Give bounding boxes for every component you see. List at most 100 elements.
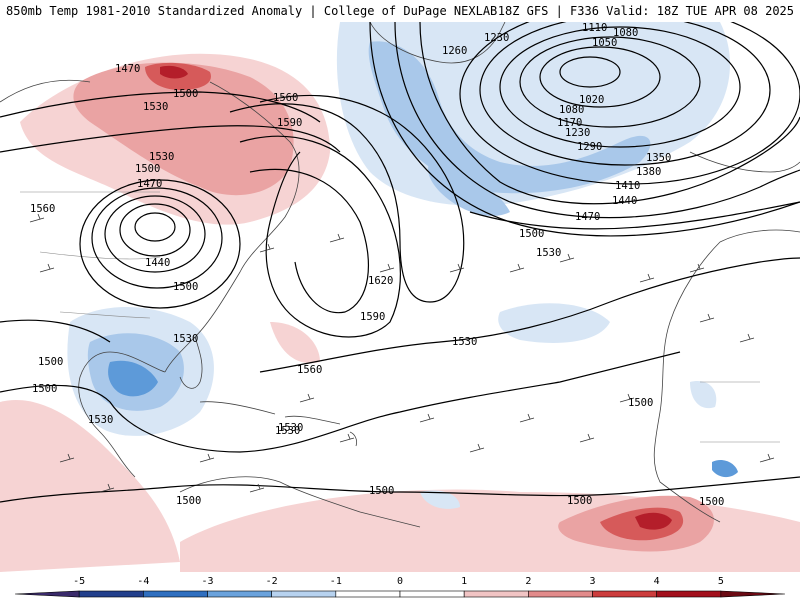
contour-label: 1560 (297, 364, 322, 376)
wind-barb (519, 413, 535, 423)
colorbar-segment (271, 590, 337, 598)
wind-barb (639, 273, 655, 283)
wind-barb (299, 393, 315, 403)
country-borders (20, 191, 780, 443)
contour-label: 1500 (628, 397, 653, 409)
contour-label: 1230 (484, 32, 509, 44)
coastlines (0, 22, 800, 528)
contour-label: 1620 (368, 275, 393, 287)
cold-anomaly-region (368, 41, 651, 194)
wind-barb (259, 243, 275, 253)
contour-label: 1530 (536, 247, 561, 259)
colorbar-segments (14, 590, 786, 598)
warm-anomaly-region (0, 400, 180, 572)
contour-label: 1500 (369, 485, 394, 497)
colorbar-segment (656, 590, 722, 598)
contour-line (539, 46, 661, 108)
colorbar-tick-label: 5 (718, 576, 724, 587)
wind-barb (559, 253, 575, 263)
anomaly-shading (0, 22, 800, 572)
contour-line (559, 56, 621, 88)
contour-label: 1110 (582, 22, 607, 34)
height-contours (0, 22, 800, 503)
colorbar-ticks: -5 -4 -3 -2 -1 0 1 2 3 4 5 (73, 576, 724, 587)
map-title: 850mb Temp 1981-2010 Standardized Anomal… (6, 4, 498, 18)
map-header: 850mb Temp 1981-2010 Standardized Anomal… (0, 0, 800, 22)
contour-label: 1410 (615, 180, 640, 192)
contour-label: 1500 (519, 228, 544, 240)
colorbar-tick-label: 1 (461, 576, 467, 587)
run-info: 18Z GFS | F336 Valid: 18Z TUE APR 08 202… (497, 4, 794, 18)
cold-anomaly-region (712, 460, 738, 478)
contour-label: 1530 (149, 151, 174, 163)
contour-label: 1530 (143, 101, 168, 113)
wind-barb (699, 313, 715, 323)
wind-barb (59, 453, 75, 463)
wind-barb (509, 263, 525, 273)
contour-label: 1560 (273, 92, 298, 104)
contour-label: 1500 (173, 88, 198, 100)
contour-label: 1020 (579, 94, 604, 106)
contour-label: 1260 (442, 45, 467, 57)
contour-label: 1590 (360, 311, 385, 323)
contour-label: 1500 (135, 163, 160, 175)
contour-label: 1530 (173, 333, 198, 345)
colorbar-tick-label: -2 (266, 576, 278, 587)
colorbar-tick-label: 3 (589, 576, 595, 587)
contour-label: 1290 (577, 141, 602, 153)
greenland-coastline (369, 22, 506, 64)
contour-label: 1530 (88, 414, 113, 426)
africa-coastline (653, 229, 800, 523)
contour-label: 1530 (275, 425, 300, 437)
florida-coastline (179, 336, 203, 389)
contour-line (419, 22, 800, 205)
contour-line (519, 36, 701, 128)
contour-line (0, 351, 681, 453)
wind-barb (249, 483, 265, 493)
contour-label: 1500 (699, 496, 724, 508)
colorbar-segment (592, 590, 657, 598)
contour-label: 1500 (32, 383, 57, 395)
wind-barb (449, 263, 465, 273)
contour-label: 1560 (30, 203, 55, 215)
contour-label: 1530 (278, 422, 303, 434)
wind-barb (199, 453, 215, 463)
cold-anomaly-region (108, 360, 158, 397)
warm-anomaly-region (270, 322, 320, 364)
colorbar-tick-label: 0 (397, 576, 403, 587)
cold-anomaly-region (420, 490, 460, 509)
contour-line (0, 476, 800, 503)
colorbar-segment (720, 590, 786, 598)
wind-barb (339, 433, 355, 443)
colorbar-segment (207, 590, 272, 598)
cold-anomaly-region (428, 162, 510, 216)
colorbar-segment (528, 590, 593, 598)
contour-line (239, 135, 401, 338)
contour-line (229, 94, 465, 303)
caribbean-islands (199, 401, 358, 447)
contour-label: 1470 (115, 63, 140, 75)
contour-line (394, 22, 800, 219)
wind-barb (29, 213, 45, 223)
contour-label: 1500 (567, 495, 592, 507)
contour-line (79, 179, 241, 309)
contour-label: 1170 (557, 117, 582, 129)
wind-barb (689, 263, 705, 273)
wind-barb (419, 413, 435, 423)
contour-label: 1350 (646, 152, 671, 164)
contour-label: 1050 (592, 37, 617, 49)
contour-line (0, 125, 341, 153)
weather-map: 1470 1500 1530 1560 1590 1530 1500 1470 … (0, 22, 800, 572)
wind-barb (469, 443, 485, 453)
contour-line (119, 203, 191, 257)
colorbar-tick-label: -1 (330, 576, 342, 587)
colorbar-tick-label: -4 (137, 576, 149, 587)
contour-label: 1080 (559, 104, 584, 116)
south-america-coastline (179, 476, 421, 528)
colorbar-segment (143, 590, 208, 598)
contour-label: 1080 (613, 27, 638, 39)
contour-label: 1230 (565, 127, 590, 139)
contour-line (0, 91, 321, 123)
wind-barb (39, 263, 55, 273)
colorbar-tick-label: -3 (201, 576, 213, 587)
